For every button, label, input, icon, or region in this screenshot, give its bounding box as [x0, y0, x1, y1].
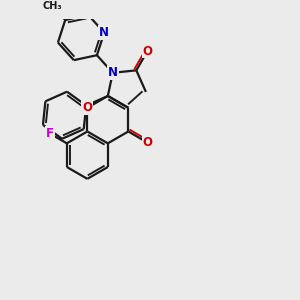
Text: O: O [142, 136, 153, 149]
Text: F: F [46, 127, 54, 140]
Text: O: O [142, 44, 152, 58]
Text: O: O [82, 101, 92, 114]
Text: N: N [99, 26, 109, 39]
Text: CH₃: CH₃ [42, 1, 62, 10]
Text: N: N [108, 66, 118, 79]
